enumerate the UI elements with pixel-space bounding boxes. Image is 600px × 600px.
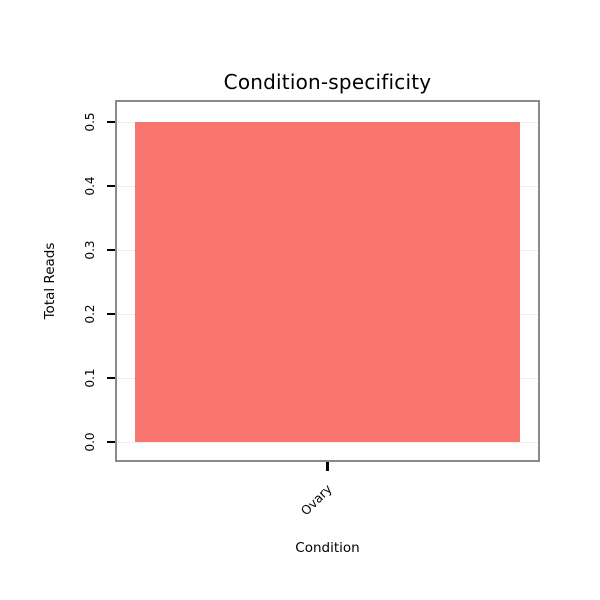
y-tick-mark — [107, 313, 115, 315]
y-tick-label: 0.1 — [83, 368, 97, 388]
y-tick-mark — [107, 185, 115, 187]
y-tick-label: 0.2 — [83, 304, 97, 324]
gridline — [117, 442, 538, 443]
y-tick-mark — [107, 249, 115, 251]
plot-title: Condition-specificity — [223, 70, 432, 94]
x-tick-mark — [326, 462, 329, 471]
y-tick-label: 0.0 — [83, 432, 97, 452]
x-tick-label: Ovary — [297, 481, 335, 519]
plot-panel — [115, 100, 540, 462]
y-tick-mark — [107, 441, 115, 443]
x-axis-label: Condition — [295, 540, 360, 556]
y-tick-label: 0.3 — [83, 240, 97, 260]
bar-ovary — [135, 122, 520, 442]
y-tick-mark — [107, 121, 115, 123]
y-tick-label: 0.5 — [83, 112, 97, 132]
y-tick-label: 0.4 — [83, 176, 97, 196]
y-tick-mark — [107, 377, 115, 379]
y-axis-label: Total Reads — [42, 242, 58, 320]
